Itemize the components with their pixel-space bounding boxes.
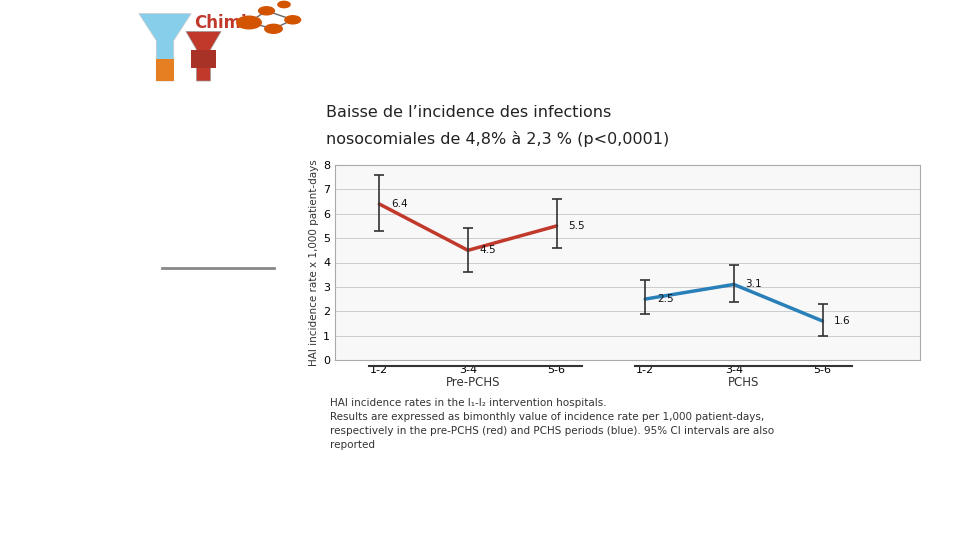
FancyBboxPatch shape [191, 50, 216, 68]
Text: 2.5: 2.5 [657, 294, 673, 304]
Text: nosocomiales de 4,8% à 2,3 % (p<0,0001): nosocomiales de 4,8% à 2,3 % (p<0,0001) [326, 131, 669, 147]
Y-axis label: HAI incidence rate x 1,000 patient-days: HAI incidence rate x 1,000 patient-days [309, 159, 319, 366]
Polygon shape [139, 14, 191, 81]
Text: 4.5: 4.5 [479, 245, 496, 255]
Text: Caselli E, Brusaferro S, Coccagna M, Arnoldo L, Berloco F, Antonioli P, et al. (: Caselli E, Brusaferro S, Coccagna M, Arn… [12, 508, 687, 530]
Text: 6.4: 6.4 [391, 199, 407, 209]
Circle shape [237, 16, 261, 29]
Circle shape [285, 16, 300, 24]
Circle shape [265, 24, 282, 33]
Polygon shape [186, 31, 221, 81]
Text: Etude multicentrique italienne: Etude multicentrique italienne [128, 383, 307, 396]
Text: Chimie: Chimie [194, 14, 258, 31]
Text: PCHS: PCHS [729, 375, 759, 388]
Text: Baisse de l’incidence des infections: Baisse de l’incidence des infections [326, 105, 612, 120]
Text: 5.5: 5.5 [568, 221, 585, 231]
Text: 3.1: 3.1 [745, 279, 762, 289]
Text: Pre-PCHS: Pre-PCHS [445, 375, 500, 388]
Text: Six hôpitaux, 18 mois, 11 842
patients, 24 875 prélèvements: Six hôpitaux, 18 mois, 11 842 patients, … [127, 415, 308, 445]
Text: Réduction de l’incidence des
infections nosocomiales par un
entretien utilisant : Réduction de l’incidence des infections … [100, 137, 335, 224]
Circle shape [277, 2, 290, 8]
Text: HAI incidence rates in the I₁-I₂ intervention hospitals.
Results are expressed a: HAI incidence rates in the I₁-I₂ interve… [330, 398, 774, 450]
Circle shape [258, 6, 275, 15]
Polygon shape [156, 58, 174, 81]
Text: 1.6: 1.6 [834, 316, 851, 326]
